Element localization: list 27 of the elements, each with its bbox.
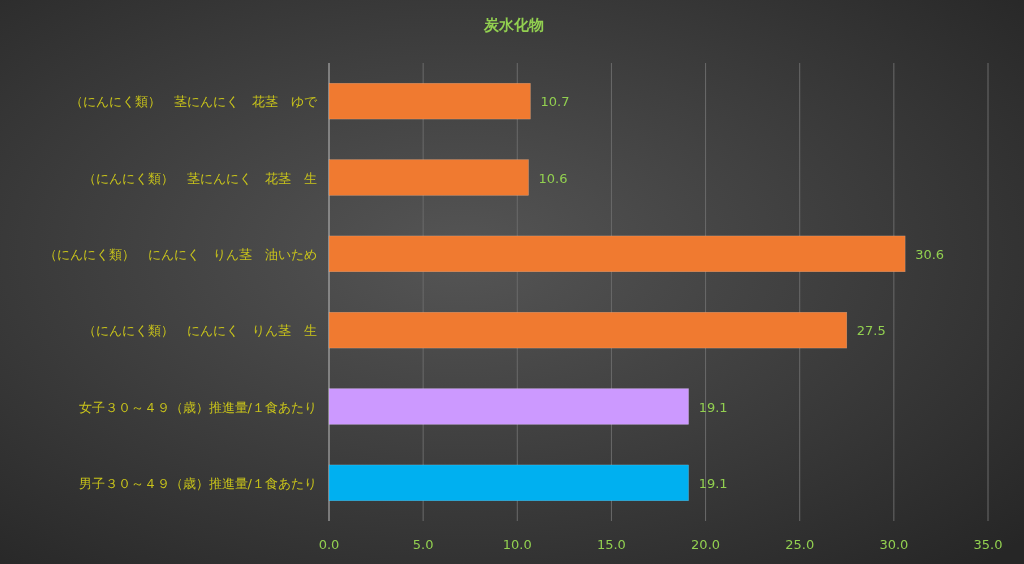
x-tick-label: 0.0 — [318, 537, 340, 552]
bar — [328, 464, 689, 502]
bar — [328, 82, 531, 120]
data-label: 19.1 — [698, 399, 728, 415]
data-label: 10.7 — [540, 94, 570, 110]
x-tick-label: 30.0 — [879, 537, 909, 552]
data-label: 27.5 — [856, 323, 886, 339]
y-tick-label: 女子３０～４９（歳）推進量/１食あたり — [78, 399, 317, 415]
y-tick-label: （にんにく類） にんにく りん茎 生 — [83, 323, 317, 339]
y-tick-label: （にんにく類） 茎にんにく 花茎 生 — [83, 170, 317, 186]
x-tick-label: 10.0 — [502, 537, 532, 552]
bar — [328, 311, 848, 349]
x-tick-label: 25.0 — [785, 537, 815, 552]
y-tick-label: （にんにく類） にんにく りん茎 油いため — [44, 246, 317, 262]
x-tick-label: 5.0 — [412, 537, 434, 552]
chart-title: 炭水化物 — [482, 16, 544, 34]
bar — [328, 159, 529, 196]
bar — [328, 388, 689, 425]
data-label: 19.1 — [698, 475, 728, 491]
x-tick-label: 15.0 — [596, 537, 626, 552]
x-tick-label: 20.0 — [691, 537, 721, 552]
y-tick-label: 男子３０～４９（歳）推進量/１食あたり — [78, 475, 317, 491]
bar — [328, 235, 906, 273]
data-label: 10.6 — [538, 170, 568, 186]
data-label: 30.6 — [915, 246, 945, 262]
y-tick-label: （にんにく類） 茎にんにく 花茎 ゆで — [70, 94, 318, 110]
x-tick-label: 35.0 — [973, 537, 1003, 552]
